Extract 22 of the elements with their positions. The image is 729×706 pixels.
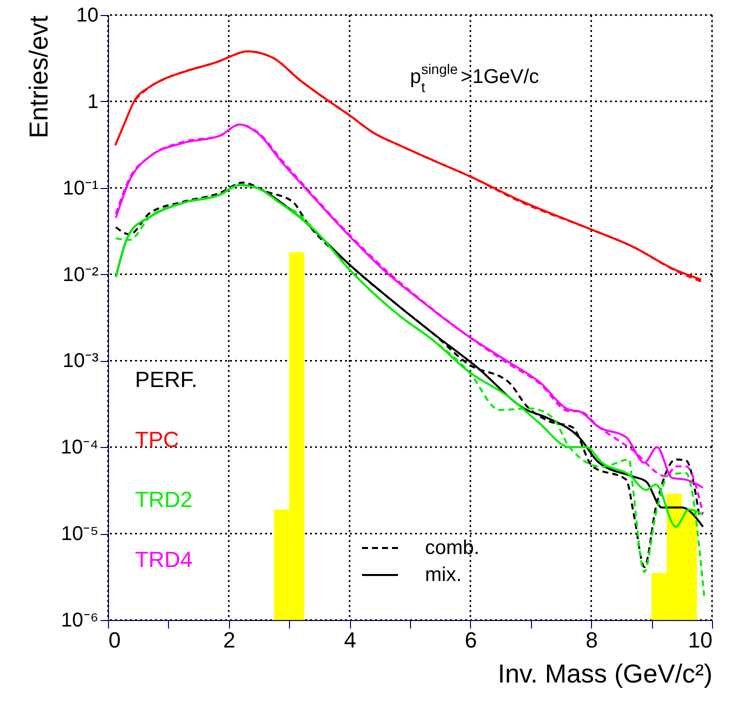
x-tick-label: 6 bbox=[464, 628, 478, 652]
x-tick-label: 2 bbox=[223, 628, 236, 652]
y-tick-label: 10 bbox=[76, 4, 98, 26]
text: PERF. bbox=[135, 367, 198, 392]
x-tick-label: 0 bbox=[108, 628, 121, 652]
y-tick-label: 10⁻⁶ bbox=[61, 610, 98, 632]
y-tick-label: 10⁻⁵ bbox=[60, 523, 98, 546]
x-axis-title: Inv. Mass (GeV/c²) bbox=[498, 658, 712, 688]
text: TPC bbox=[135, 427, 180, 452]
y-tick-label: 10⁻² bbox=[62, 264, 99, 286]
text: TRD4 bbox=[135, 547, 192, 572]
y-tick-label: 10⁻¹ bbox=[62, 177, 99, 200]
y-tick-label: 10⁻³ bbox=[62, 350, 99, 372]
x-tick-label: 10 bbox=[688, 628, 712, 652]
x-tick-label: 8 bbox=[586, 628, 598, 652]
y-tick-label: 1 bbox=[87, 90, 98, 113]
annotation: comb. bbox=[425, 537, 480, 559]
x-tick-label: 4 bbox=[344, 628, 356, 652]
y-axis-title: Entries/evt bbox=[24, 14, 54, 138]
y-tick-label: 10⁻⁴ bbox=[60, 436, 98, 459]
annotation: mix. bbox=[425, 564, 462, 586]
text: TRD2 bbox=[135, 487, 192, 512]
